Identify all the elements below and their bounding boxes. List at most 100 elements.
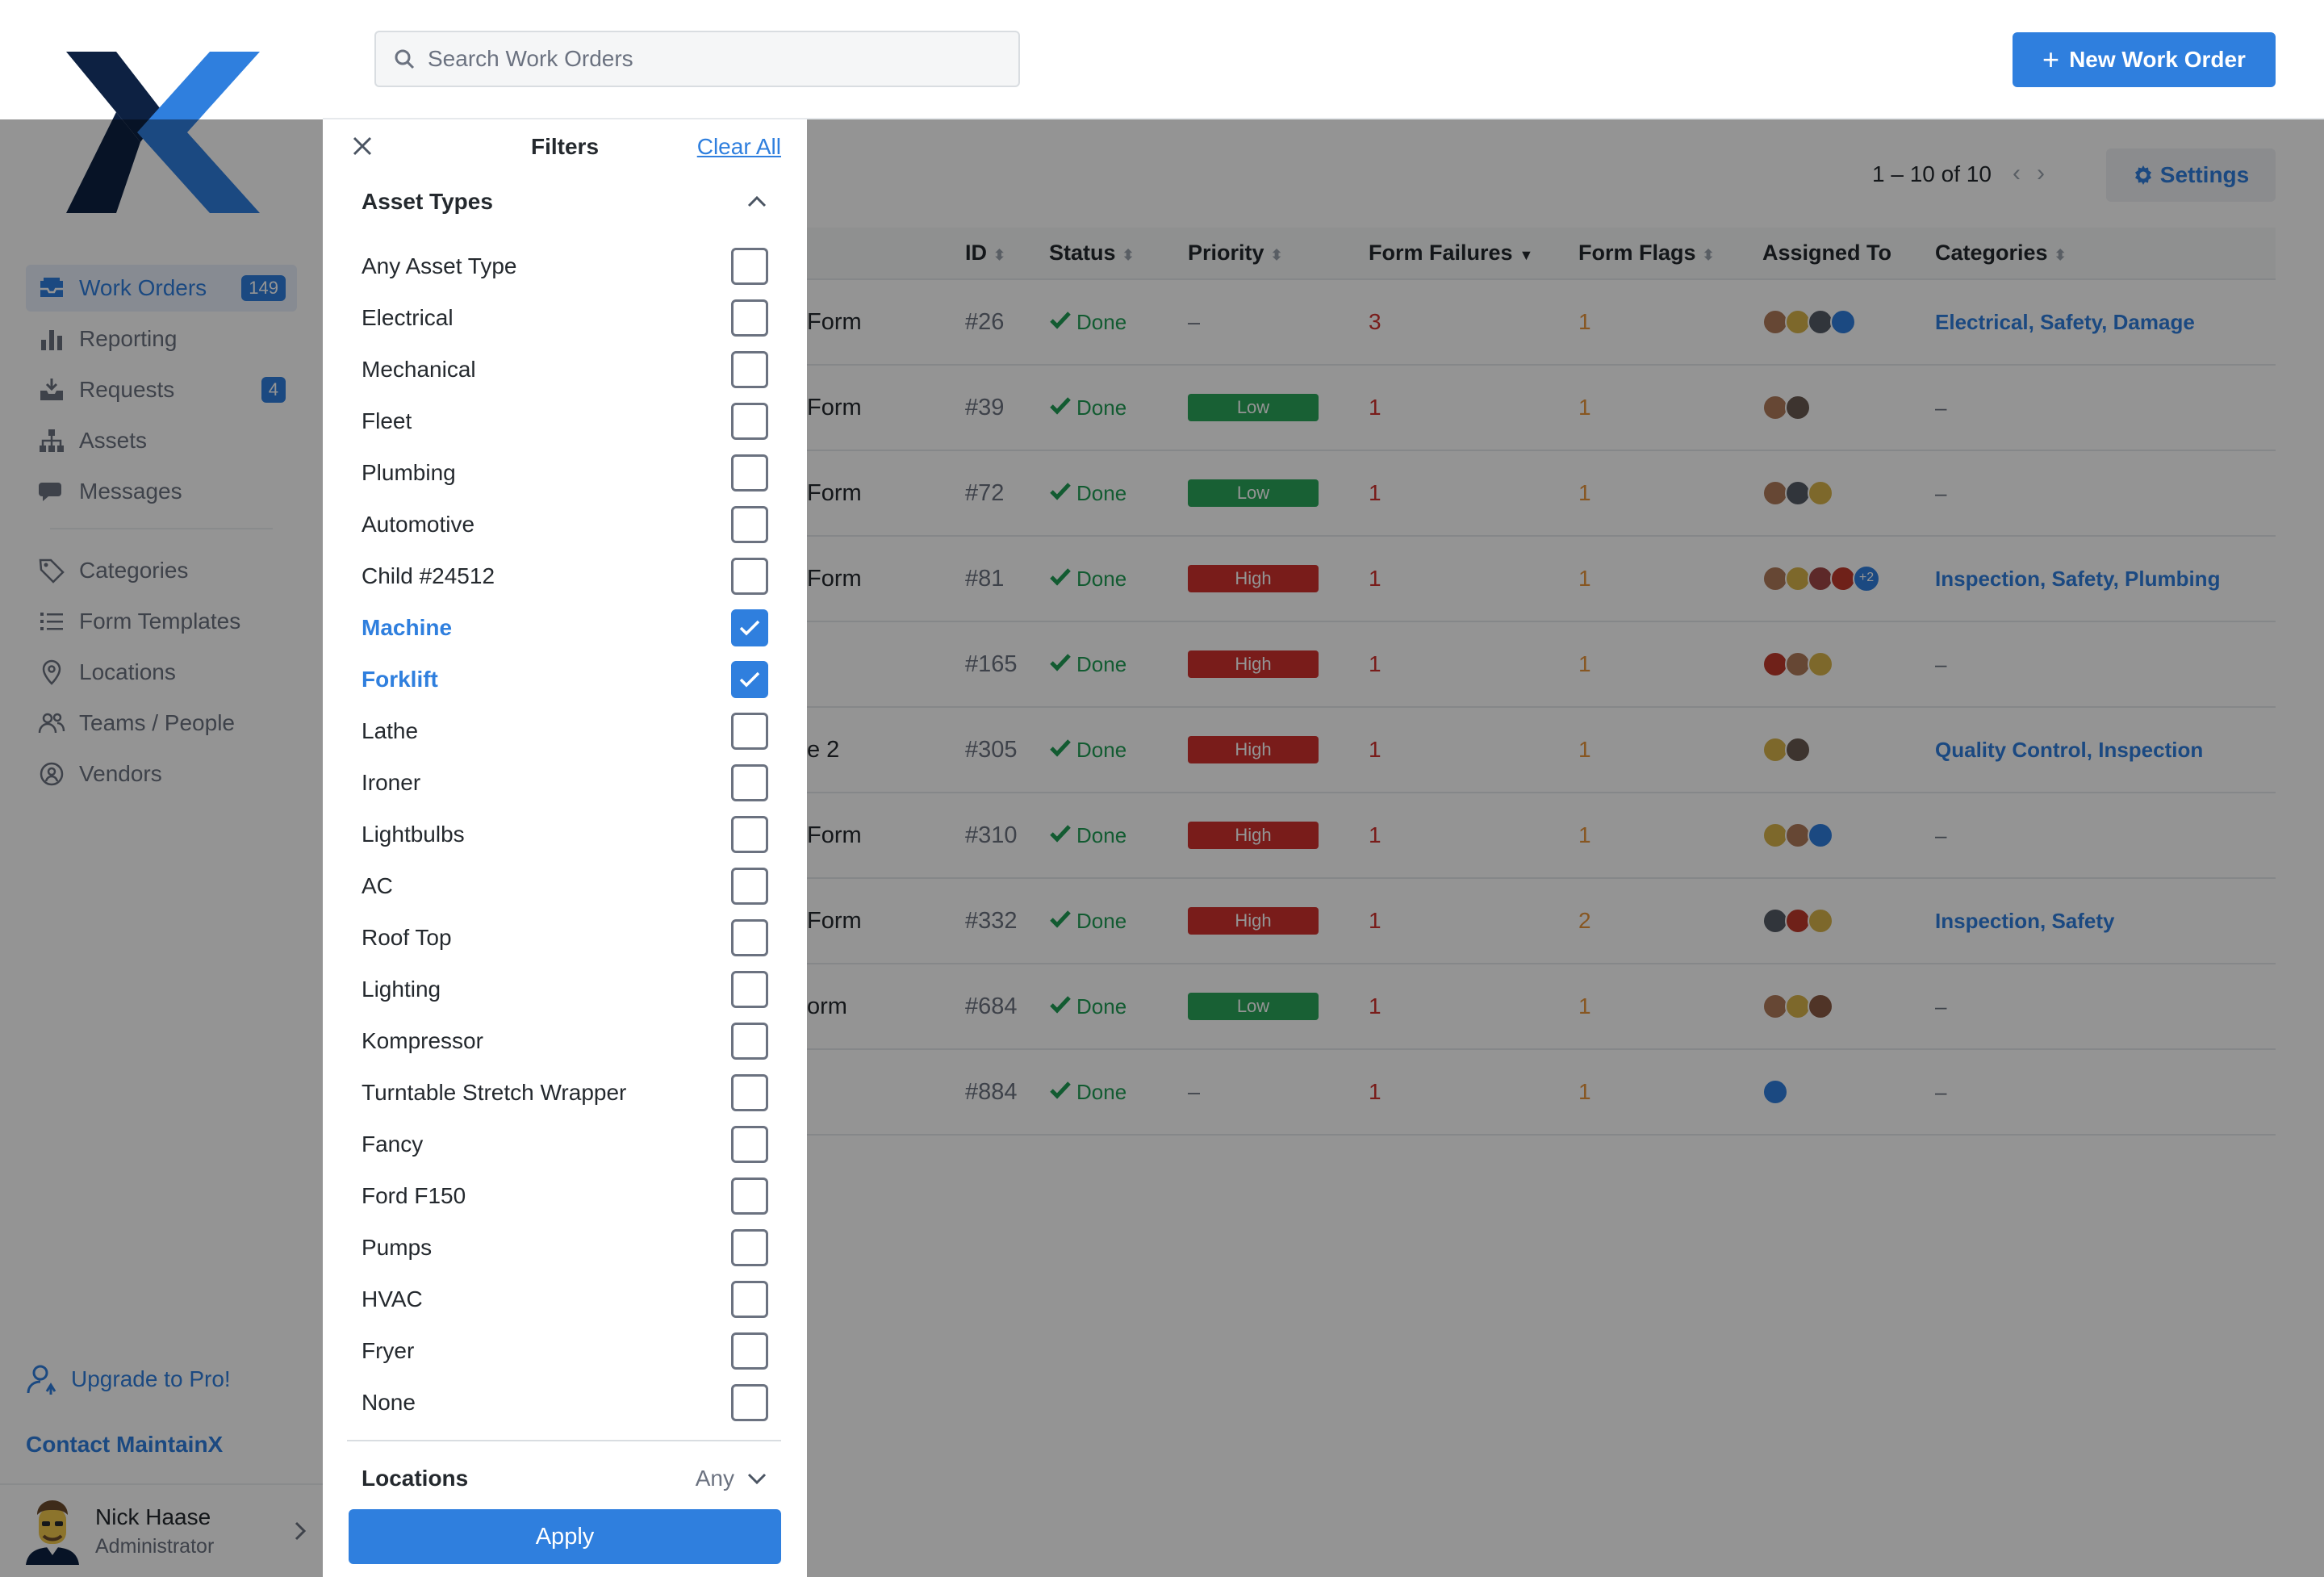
categories: Inspection, Safety [1935,878,2276,964]
filter-option[interactable]: Machine [362,602,768,654]
filter-option[interactable]: Pumps [362,1222,768,1274]
checkbox[interactable] [731,919,768,956]
checkbox[interactable] [731,558,768,595]
checkbox[interactable] [731,764,768,801]
filter-option[interactable]: Lighting [362,964,768,1015]
col-categories[interactable]: Categories ⬍ [1935,228,2276,280]
filter-option[interactable]: Any Asset Type [362,241,768,292]
checkbox[interactable] [731,1178,768,1215]
locations-filter[interactable]: Locations Any [362,1466,768,1491]
checkbox[interactable] [731,1281,768,1318]
filter-option[interactable]: Forklift [362,654,768,705]
status-label: Done [1076,309,1127,334]
avatar-stack [1762,309,1935,335]
new-work-order-button[interactable]: + New Work Order [2013,32,2276,87]
filter-option[interactable]: Kompressor [362,1015,768,1067]
search-input[interactable] [428,46,993,72]
contact-link[interactable]: Contact MaintainX [26,1432,224,1457]
col-form-flags[interactable]: Form Flags ⬍ [1578,228,1762,280]
status-label: Done [1076,395,1127,420]
sidebar-item-assets[interactable]: Assets [26,417,297,464]
checkbox[interactable] [731,971,768,1008]
col-priority[interactable]: Priority ⬍ [1188,228,1369,280]
checkbox[interactable] [731,351,768,388]
assignees-cell [1762,878,1935,964]
checkbox[interactable] [731,1384,768,1421]
filter-option[interactable]: Electrical [362,292,768,344]
checkbox[interactable] [731,454,768,492]
checkbox[interactable] [731,661,768,698]
checkbox[interactable] [731,299,768,337]
avatar [1762,651,1788,677]
sidebar-item-form-templates[interactable]: Form Templates [26,598,297,645]
sidebar-item-locations[interactable]: Locations [26,649,297,696]
sidebar-item-messages[interactable]: Messages [26,468,297,515]
filter-option-label: Automotive [362,512,475,537]
table-row[interactable]: Form #39 Done Low 1 1– [323,365,2276,451]
avatar-stack [1762,822,1935,848]
col-status[interactable]: Status ⬍ [1049,228,1188,280]
checkbox[interactable] [731,403,768,440]
col-assigned-label: Assigned To [1762,241,1892,265]
checkbox[interactable] [731,868,768,905]
checkbox[interactable] [731,1074,768,1111]
checkbox[interactable] [731,1023,768,1060]
sidebar-item-teams-people[interactable]: Teams / People [26,700,297,747]
pagination-arrows[interactable]: ‹› [2013,160,2061,186]
filter-option[interactable]: Turntable Stretch Wrapper [362,1067,768,1119]
filters-title: Filters [530,134,600,159]
user-profile[interactable]: Nick Haase Administrator [21,1495,311,1567]
filter-option[interactable]: AC [362,860,768,912]
upgrade-link[interactable]: Upgrade to Pro! [26,1362,231,1396]
filter-option[interactable]: Plumbing [362,447,768,499]
avatar [1762,822,1788,848]
checkbox[interactable] [731,1126,768,1163]
filter-option[interactable]: Child #24512 [362,550,768,602]
apply-button[interactable]: Apply [349,1509,781,1564]
filter-option[interactable]: Lathe [362,705,768,757]
filter-option-label: Pumps [362,1235,433,1260]
maintainx-logo[interactable] [66,52,260,213]
avatar [1785,737,1811,763]
asset-types-header[interactable]: Asset Types [362,189,768,215]
settings-button[interactable]: Settings [2106,148,2276,202]
checkbox[interactable] [731,1229,768,1266]
categories: – [1935,365,2276,451]
filter-option[interactable]: Fryer [362,1325,768,1377]
checkbox[interactable] [731,248,768,285]
checkbox[interactable] [731,816,768,853]
clear-all-link[interactable]: Clear All [696,134,781,159]
col-form-failures[interactable]: Form Failures ▼ [1369,228,1578,280]
sidebar-item-categories[interactable]: Categories [26,547,297,594]
sidebar-item-label: Requests [79,377,175,402]
filter-option-label: Forklift [362,667,438,692]
user-name: Nick Haase [95,1504,211,1529]
checkbox[interactable] [731,1332,768,1370]
filter-option[interactable]: Fancy [362,1119,768,1170]
user-divider [0,1483,323,1485]
checkbox[interactable] [731,506,768,543]
filter-option[interactable]: Mechanical [362,344,768,395]
checkmark-icon [1049,993,1076,1021]
checkbox[interactable] [731,713,768,750]
status-label: Done [1076,480,1127,505]
filter-option[interactable]: HVAC [362,1274,768,1325]
filter-option[interactable]: Fleet [362,395,768,447]
filter-option[interactable]: Ford F150 [362,1170,768,1222]
filter-option[interactable]: Ironer [362,757,768,809]
checkbox[interactable] [731,609,768,646]
filter-option[interactable]: None [362,1377,768,1429]
status-label: Done [1076,651,1127,676]
filter-option[interactable]: Roof Top [362,912,768,964]
avatar-stack [1762,1079,1935,1105]
close-icon[interactable] [350,134,374,158]
top-bar: + New Work Order [323,0,2324,119]
sidebar-item-work-orders[interactable]: Work Orders 149 [26,265,297,312]
col-id[interactable]: ID ⬍ [939,228,1049,280]
filter-option[interactable]: Lightbulbs [362,809,768,860]
search-box[interactable] [374,31,1020,87]
sidebar-item-requests[interactable]: Requests 4 [26,366,297,413]
sidebar-item-reporting[interactable]: Reporting [26,316,297,362]
filter-option[interactable]: Automotive [362,499,768,550]
sidebar-item-vendors[interactable]: Vendors [26,751,297,797]
